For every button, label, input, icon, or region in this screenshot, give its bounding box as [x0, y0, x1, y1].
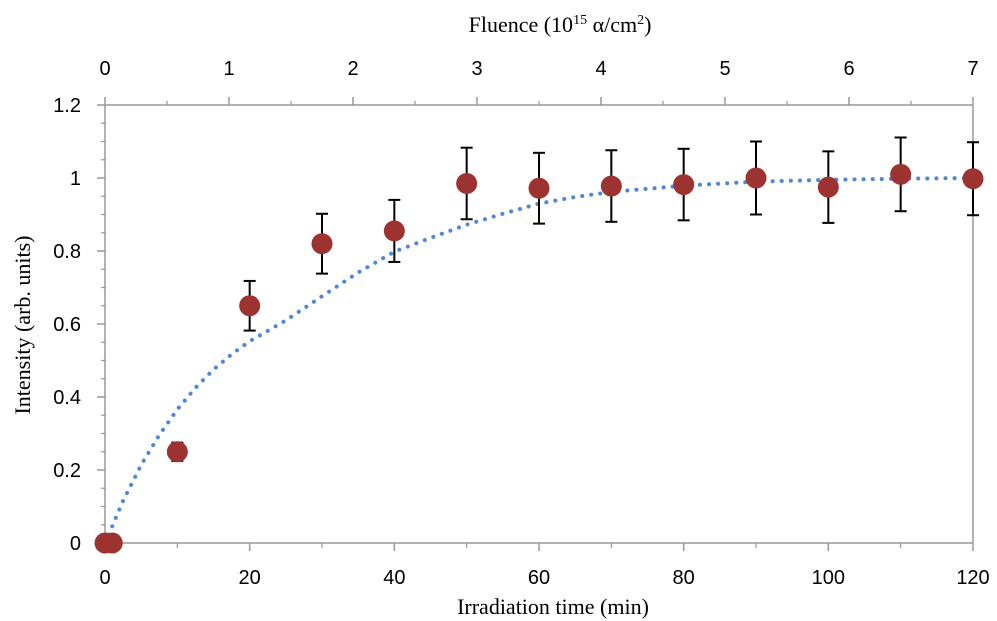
data-point	[312, 233, 333, 254]
top-x-tick-label: 3	[471, 58, 482, 80]
y-axis-title: Intensity (arb. units)	[10, 235, 35, 414]
y-tick-label: 1	[70, 168, 81, 190]
axes: 0 20 40 60 80 100 120 0 0.2 0.4 0.6 0.8 1 1.2 0 1 2 3 4 5 6 7	[53, 58, 990, 589]
x-tick-label: 40	[383, 567, 405, 589]
data-point	[167, 441, 188, 462]
x-tick-label: 80	[673, 567, 695, 589]
x-tick-label: 20	[239, 567, 261, 589]
top-axis-title: Fluence (1015 α/cm2)	[469, 12, 652, 37]
fit-line	[105, 178, 973, 543]
fit-curve	[105, 178, 973, 543]
x-tick-label: 120	[956, 567, 989, 589]
error-bars	[171, 137, 979, 460]
top-x-tick-label: 7	[967, 58, 978, 80]
data-point	[239, 295, 260, 316]
data-point	[890, 164, 911, 185]
top-axis-title-sup1: 15	[573, 13, 587, 28]
top-x-tick-label: 5	[719, 58, 730, 80]
top-x-tick-label: 1	[223, 58, 234, 80]
data-point	[673, 174, 694, 195]
x-tick-label: 60	[528, 567, 550, 589]
data-point	[818, 177, 839, 198]
top-axis-title-prefix: Fluence (10	[469, 12, 573, 37]
y-tick-label: 0.2	[53, 460, 81, 482]
data-point	[384, 220, 405, 241]
y-tick-label: 0	[70, 533, 81, 555]
top-axis-title-middle: α/cm	[587, 12, 637, 37]
top-x-tick-label: 2	[347, 58, 358, 80]
top-x-tick-label: 4	[595, 58, 606, 80]
x-tick-label: 0	[99, 567, 110, 589]
data-point	[963, 168, 984, 189]
top-axis-title-suffix: )	[644, 12, 651, 37]
data-point	[601, 176, 622, 197]
y-tick-label: 0.8	[53, 241, 81, 263]
top-x-tick-label: 0	[99, 58, 110, 80]
top-axis-title-sup2: 2	[637, 13, 644, 28]
top-x-tick-label: 6	[843, 58, 854, 80]
x-tick-label: 100	[812, 567, 845, 589]
data-point	[456, 173, 477, 194]
x-axis-title: Irradiation time (min)	[457, 594, 649, 619]
data-point	[529, 178, 550, 199]
y-tick-label: 1.2	[53, 95, 81, 117]
y-tick-label: 0.6	[53, 314, 81, 336]
data-point	[746, 168, 767, 189]
data-point	[102, 533, 123, 554]
y-tick-label: 0.4	[53, 387, 81, 409]
